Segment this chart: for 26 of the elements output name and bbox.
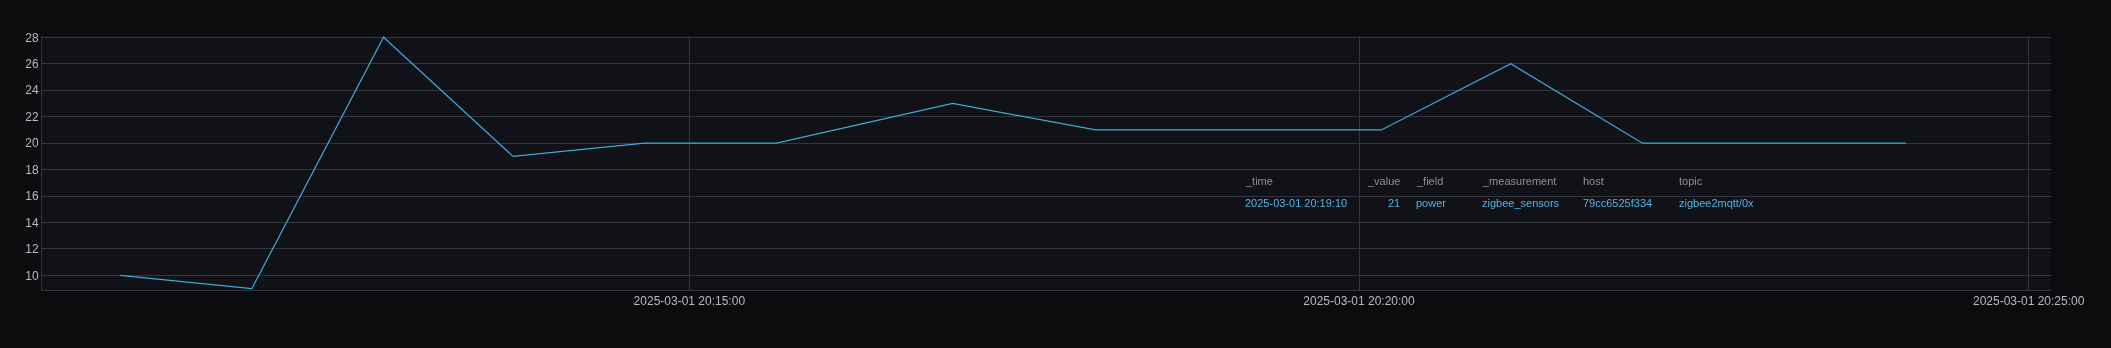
annotation: 79cc6525f334 (1583, 197, 1653, 209)
annotation: 2025-03-01 20:19:10 (1245, 197, 1348, 209)
annotation: _field (1416, 175, 1444, 187)
annotation: _value (1367, 175, 1401, 187)
y-tick-label: 18 (25, 162, 39, 177)
y-tick-label: 12 (25, 242, 39, 257)
annotation: zigbee_sensors (1482, 197, 1560, 209)
y-tick-label: 10 (25, 268, 39, 283)
y-tick-label: 16 (25, 189, 39, 204)
annotation: topic (1679, 175, 1703, 187)
y-tick-label: 14 (25, 215, 39, 230)
line-series (119, 36, 1907, 290)
y-tick-label: 24 (25, 83, 39, 98)
annotation: _measurement (1482, 175, 1557, 187)
y-tick-label: 22 (25, 109, 39, 124)
annotation: zigbee2mqtt/0x (1679, 197, 1755, 209)
y-tick-label: 20 (25, 136, 39, 151)
annotation: power (1416, 197, 1447, 209)
x-tick-label: 2025-03-01 20:25:00 (1972, 294, 2085, 309)
annotation: _time (1245, 175, 1273, 187)
x-tick-label: 2025-03-01 20:15:00 (633, 294, 746, 309)
y-tick-label: 28 (25, 30, 39, 45)
annotation: host (1583, 175, 1604, 187)
annotation: 21 (1388, 197, 1401, 209)
x-tick-label: 2025-03-01 20:20:00 (1303, 294, 1416, 309)
y-tick-label: 26 (25, 56, 39, 71)
